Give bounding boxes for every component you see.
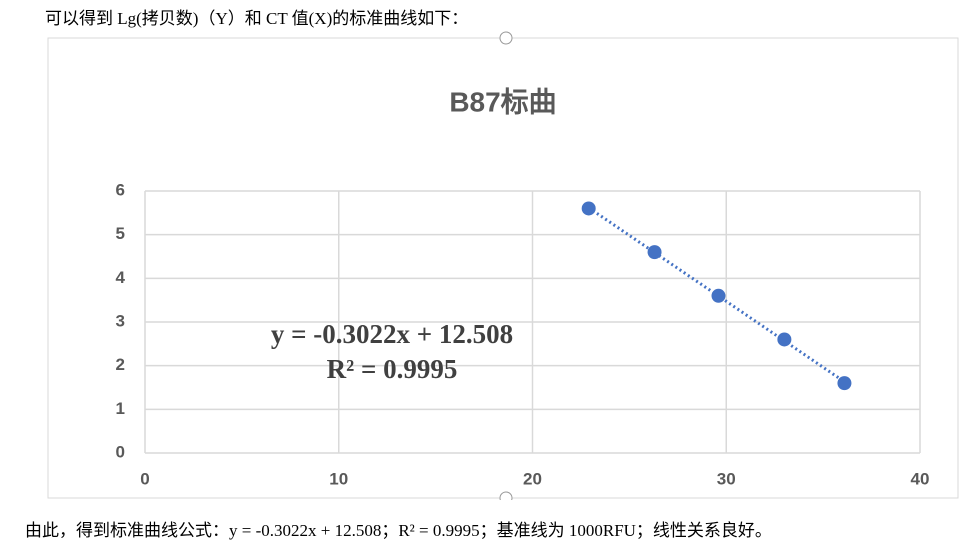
annotation: y = -0.3022x + 12.508 [271, 319, 513, 349]
point [711, 288, 726, 303]
point [837, 376, 852, 391]
y-tick-label: 5 [116, 224, 125, 243]
y-tick-label: 3 [116, 311, 125, 330]
intro-text: 可以得到 Lg(拷贝数)（Y）和 CT 值(X)的标准曲线如下： [45, 9, 469, 28]
annotation: R² = 0.9995 [327, 354, 458, 384]
y-tick-label: 0 [116, 442, 125, 461]
x-tick-label: 30 [717, 469, 736, 488]
chart-title: B87标曲 [449, 86, 556, 117]
y-tick-label: 2 [116, 355, 125, 374]
point [581, 201, 596, 216]
point [647, 245, 662, 260]
chart-frame [47, 37, 959, 499]
point [777, 332, 792, 347]
handle [499, 491, 513, 500]
x-tick-label: 10 [329, 469, 348, 488]
y-tick-label: 6 [116, 180, 125, 199]
x-tick-label: 20 [523, 469, 542, 488]
trendline [587, 206, 846, 384]
y-tick-label: 1 [116, 399, 125, 418]
conclusion-text: 由此，得到标准曲线公式：y = -0.3022x + 12.508；R² = 0… [25, 521, 772, 540]
x-tick-label: 40 [911, 469, 930, 488]
y-tick-label: 4 [116, 268, 126, 287]
chart: B87标曲 0 1 2 3 4 5 6 0 10 20 30 40 y = -0.3022x + 12.… [47, 31, 959, 500]
handle [499, 31, 513, 45]
x-tick-label: 0 [140, 469, 149, 488]
